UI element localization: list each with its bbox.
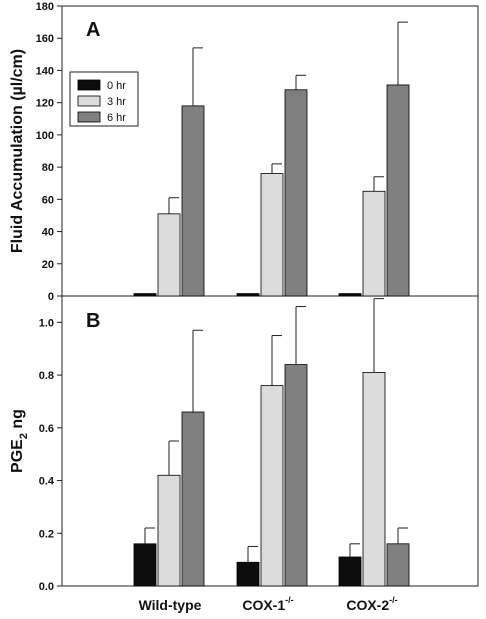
y-axis-title-b: PGE2 ng (9, 409, 30, 473)
bar-a-wild-type-0-hr (133, 293, 157, 297)
legend-label-3hr: 3 hr (107, 96, 126, 108)
y-tick-label-a-9: 180 (36, 1, 54, 13)
bar-b-cox-2-3-hr (362, 372, 386, 587)
bar-a-cox-1-6-hr (284, 89, 308, 297)
bar-a-cox-2-6-hr (386, 84, 410, 297)
bar-b-wild-type-0-hr (133, 543, 157, 587)
category-label-cox-2-name: COX-2 (346, 597, 389, 613)
bar-a-cox-1-3-hr (260, 173, 284, 297)
bar-b-cox-2-0-hr (338, 556, 362, 587)
y-tick-label-b-5: 1.0 (39, 317, 54, 329)
legend: 0 hr 3 hr 6 hr (69, 71, 139, 127)
y-axis-title-a: Fluid Accumulation (µl/cm) (9, 49, 26, 253)
y-tick-label-a-6: 120 (36, 98, 54, 110)
y-tick-label-b-0: 0.0 (39, 581, 54, 593)
y-tick-label-a-2: 40 (42, 227, 54, 239)
y-tick-label-b-4: 0.8 (39, 370, 54, 382)
legend-label-0hr: 0 hr (107, 80, 126, 92)
legend-swatch-0hr (77, 79, 101, 91)
bar-b-cox-2-6-hr (386, 543, 410, 587)
bar-a-wild-type-6-hr (181, 105, 205, 297)
y-tick-label-a-4: 80 (42, 162, 54, 174)
bar-b-cox-1-6-hr (284, 364, 308, 587)
category-label-cox-1: COX-1-/- (242, 595, 293, 613)
y-tick-label-a-7: 140 (36, 65, 54, 77)
panel-label-b: B (86, 310, 100, 332)
category-label-cox-2-sup: -/- (389, 595, 398, 605)
panel-b-marks: 0.0 0.2 0.4 0.6 0.8 1.0 (39, 298, 410, 593)
category-label-cox-1-sup: -/- (285, 595, 294, 605)
bar-b-cox-1-0-hr (236, 561, 260, 587)
legend-swatch-6hr (77, 111, 101, 123)
y-axis-title-b-tail: ng (9, 409, 26, 433)
bar-a-wild-type-3-hr (157, 213, 181, 297)
y-tick-label-a-5: 100 (36, 130, 54, 142)
bar-a-cox-2-0-hr (338, 293, 362, 297)
panel-label-a: A (86, 19, 100, 41)
panel-a-marks: 0 20 40 60 80 100 120 140 160 180 (36, 1, 410, 303)
legend-swatch-3hr (77, 95, 101, 107)
y-tick-label-a-0: 0 (48, 291, 54, 303)
y-tick-label-a-1: 20 (42, 259, 54, 271)
bar-b-cox-1-3-hr (260, 385, 284, 587)
bar-a-cox-1-0-hr (236, 293, 260, 297)
y-tick-label-a-3: 60 (42, 194, 54, 206)
category-label-cox-1-name: COX-1 (242, 597, 285, 613)
bar-b-wild-type-6-hr (181, 411, 205, 587)
category-label-cox-2: COX-2-/- (346, 595, 397, 613)
category-label-wild-type: Wild-type (139, 597, 202, 613)
y-tick-label-b-2: 0.4 (39, 476, 55, 488)
bar-b-wild-type-3-hr (157, 474, 181, 587)
bar-a-cox-2-3-hr (362, 190, 386, 297)
y-tick-label-a-8: 160 (36, 33, 54, 45)
y-tick-label-b-1: 0.2 (39, 528, 54, 540)
y-axis-title-b-sub: 2 (18, 433, 30, 439)
y-tick-label-b-3: 0.6 (39, 423, 54, 435)
y-axis-title-b-main: PGE (9, 439, 26, 473)
legend-label-6hr: 6 hr (107, 112, 126, 124)
